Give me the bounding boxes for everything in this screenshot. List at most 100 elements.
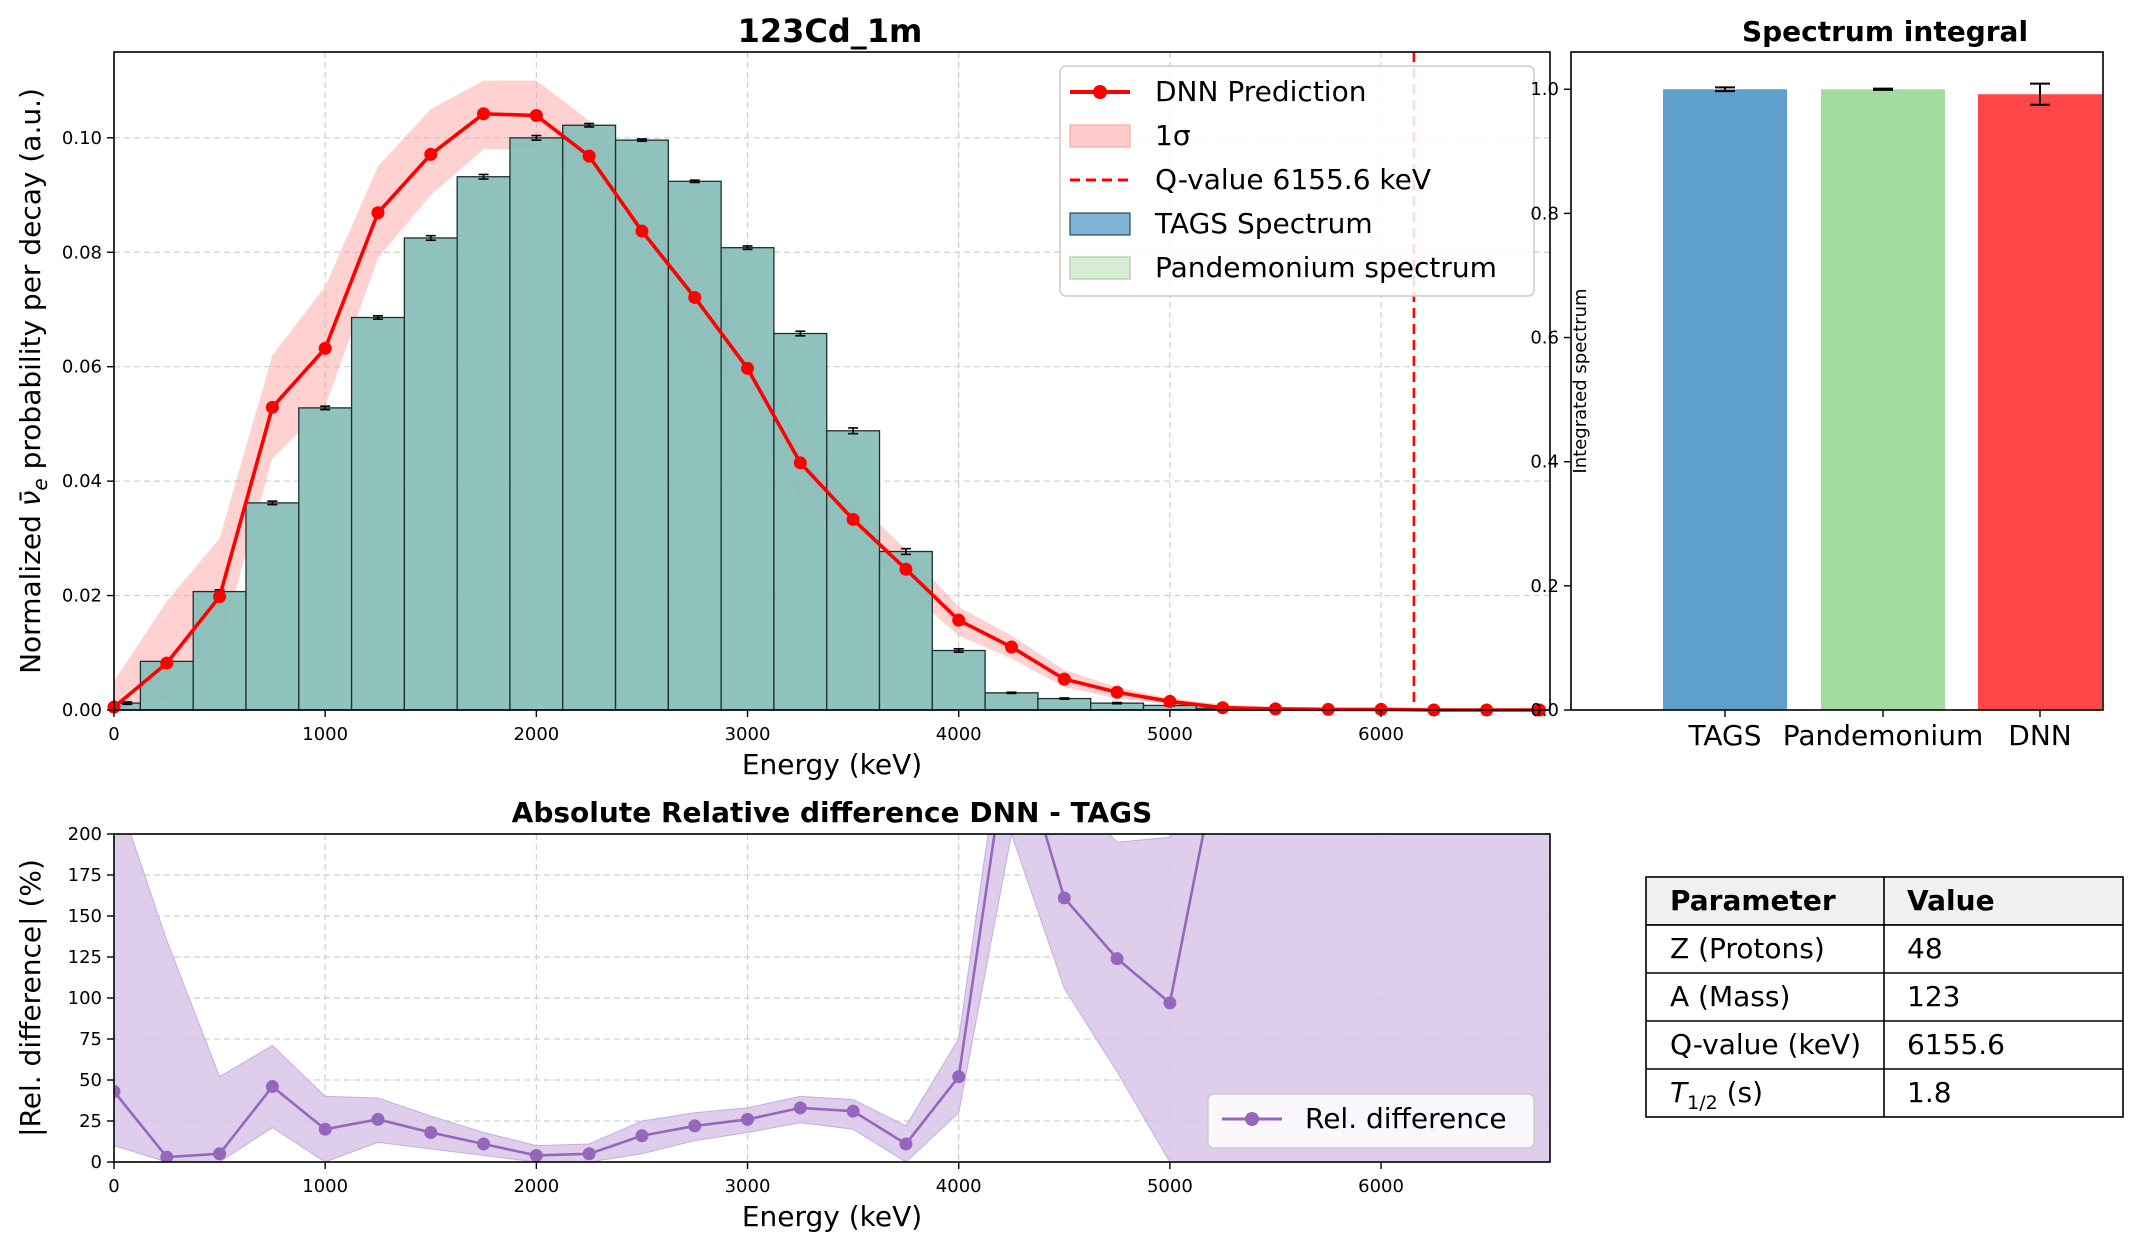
legend-item-dnn: DNN Prediction (1070, 75, 1366, 108)
legend-pandemonium-patch (1069, 256, 1131, 280)
main-y-tick-label: 0.10 (62, 128, 102, 149)
rel-line (114, 834, 1205, 1162)
legend-dnn-label: DNN Prediction (1155, 75, 1366, 108)
tags-bar (298, 407, 353, 711)
main-y-tick-label: 0.08 (62, 242, 102, 263)
rel-point (793, 1101, 807, 1115)
rel-x-tick-label: 2000 (513, 1176, 559, 1197)
rel-x-tick-label: 6000 (1358, 1176, 1404, 1197)
integral-y-ticks: 0.0 0.2 0.4 0.6 0.8 1.0 (1530, 79, 1571, 721)
dnn-point (952, 613, 966, 627)
legend-pandemonium-label: Pandemonium spectrum (1155, 251, 1497, 284)
rel-point (213, 1147, 227, 1161)
rel-legend-marker (1245, 1112, 1259, 1126)
main-legend: DNN Prediction 1σ Q-value 6155.6 keV TAG… (1059, 65, 1535, 297)
rel-y-axis-label: |Rel. difference| (%) (14, 859, 47, 1137)
legend-dnn-marker (1093, 85, 1107, 99)
rel-y-tick-label: 125 (68, 947, 102, 968)
main-y-tick-label: 0.06 (62, 357, 102, 378)
dnn-point (1005, 640, 1018, 654)
integral-axes-frame (1570, 51, 2104, 711)
legend-tags-patch (1069, 212, 1131, 236)
table-cell-param: Q-value (keV) (1670, 1028, 1861, 1061)
rel-point (1057, 891, 1071, 905)
rel-point (529, 1148, 543, 1162)
rel-point (371, 1112, 385, 1126)
dnn-point (1110, 685, 1124, 699)
table-cell-param: A (Mass) (1670, 980, 1790, 1013)
tags-bar (403, 237, 458, 711)
rel-y-tick-label: 75 (79, 1029, 102, 1050)
integral-y-tick-label: 0.4 (1530, 452, 1559, 473)
table-header-parameter: Parameter (1670, 884, 1836, 917)
integral-bars (1663, 82, 2102, 711)
rel-x-tick-label: 5000 (1147, 1176, 1193, 1197)
integral-y-axis-label: Integrated spectrum (1570, 288, 1591, 473)
dnn-point (477, 107, 491, 121)
rel-y-tick-label: 0 (91, 1152, 102, 1173)
integral-y-tick-label: 1.0 (1530, 79, 1559, 100)
integral-bar (1821, 89, 1945, 710)
rel-line-path (114, 834, 1205, 1159)
rel-y-tick-label: 25 (79, 1111, 102, 1132)
dnn-point (1057, 672, 1071, 686)
rel-band (114, 834, 1550, 1162)
main-x-tick-label: 2000 (513, 724, 559, 745)
table-cell-param: T1/2 (s) (1670, 1076, 1763, 1114)
tags-bar (245, 502, 300, 711)
integral-bar (1978, 94, 2102, 711)
table-cell-value: 123 (1907, 980, 1960, 1013)
legend-item-sigma: 1σ (1069, 119, 1191, 152)
dnn-point (318, 341, 332, 355)
table-cell-value: 6155.6 (1907, 1028, 2005, 1061)
dnn-point (371, 206, 385, 220)
rel-x-ticks: 0 1000 2000 3000 4000 5000 6000 (108, 1162, 1404, 1197)
dnn-point (635, 224, 649, 238)
main-x-tick-label: 3000 (725, 724, 771, 745)
rel-point (952, 1070, 966, 1084)
figure-title: 123Cd_1m (738, 12, 923, 50)
dnn-point (793, 456, 807, 470)
dnn-point (529, 109, 543, 123)
rel-y-tick-label: 100 (68, 988, 102, 1009)
spectrum-plot: 0 1000 2000 3000 4000 5000 6000 0.000.020.040.… (14, 51, 1551, 781)
rel-y-tick-label: 200 (68, 824, 102, 845)
tags-bar (931, 649, 986, 711)
integral-y-tick-label: 0.6 (1530, 328, 1559, 349)
table-cell-value: 48 (1907, 932, 1943, 965)
rel-point (318, 1122, 332, 1136)
rel-point (688, 1119, 702, 1133)
main-y-tick-label: 0.00 (62, 700, 102, 721)
dnn-point (265, 400, 279, 414)
dnn-point (582, 149, 596, 163)
tags-bar (720, 247, 775, 711)
integral-x-labels: TAGS Pandemonium DNN (1687, 710, 2072, 752)
legend-item-tags: TAGS Spectrum (1069, 207, 1373, 240)
rel-legend: Rel. difference (1207, 1093, 1535, 1149)
dnn-point (741, 361, 755, 375)
rel-y-tick-label: 50 (79, 1070, 102, 1091)
table-cell-param: Z (Protons) (1670, 932, 1825, 965)
main-x-tick-label: 6000 (1358, 724, 1404, 745)
tags-bar (456, 176, 511, 711)
legend-item-qvalue: Q-value 6155.6 keV (1070, 163, 1431, 196)
integral-y-tick-label: 0.0 (1530, 700, 1559, 721)
dnn-point (424, 147, 438, 161)
rel-point (1163, 996, 1177, 1010)
rel-legend-label: Rel. difference (1305, 1102, 1507, 1135)
rel-point (1110, 952, 1124, 966)
rel-point (424, 1125, 438, 1139)
integral-y-tick-label: 0.2 (1530, 576, 1559, 597)
rel-x-axis-label: Energy (keV) (742, 1200, 922, 1233)
rel-point (899, 1137, 913, 1151)
dnn-prediction-line (107, 107, 1546, 717)
rel-point (846, 1104, 860, 1118)
main-axes-frame (113, 51, 1551, 711)
main-x-axis-label: Energy (keV) (742, 748, 922, 781)
dnn-point (846, 512, 860, 526)
tags-bar (350, 316, 406, 711)
integral-x-tick-label: Pandemonium (1783, 719, 1983, 752)
tags-bar (826, 430, 881, 711)
main-x-tick-label: 5000 (1147, 724, 1193, 745)
dnn-point (1216, 701, 1230, 715)
